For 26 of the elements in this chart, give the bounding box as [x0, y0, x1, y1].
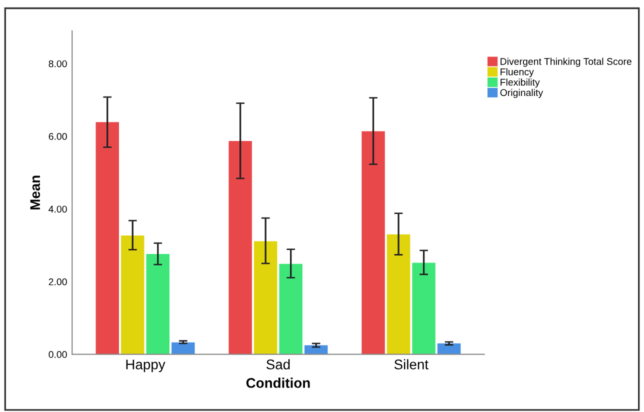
- x-tick-label: Silent: [394, 359, 428, 370]
- bar: [254, 241, 278, 354]
- x-axis-title: Condition: [246, 378, 310, 388]
- bar: [96, 122, 119, 354]
- bar: [121, 235, 144, 354]
- bar: [437, 343, 461, 354]
- bar: [146, 254, 170, 354]
- y-tick-label: 2.00: [48, 278, 67, 286]
- y-axis-title: Mean: [30, 176, 40, 210]
- legend-label: Divergent Thinking Total Score: [500, 58, 632, 67]
- y-tick-label: 6.00: [48, 133, 67, 140]
- bar: [304, 345, 328, 354]
- bar: [362, 131, 385, 354]
- y-tick-label: 4.00: [48, 206, 67, 213]
- legend-label: Originality: [500, 88, 544, 98]
- x-tick-label: Happy: [126, 360, 166, 372]
- x-tick-label: Sad: [266, 359, 290, 370]
- bar: [386, 234, 410, 354]
- bar: [412, 262, 436, 354]
- bar: [228, 141, 252, 354]
- bar: [172, 342, 195, 354]
- legend-label: Flexibility: [500, 78, 540, 88]
- y-tick-label: 8.00: [48, 60, 67, 68]
- y-tick-label: 0.00: [48, 351, 67, 358]
- bar: [279, 264, 302, 354]
- legend-label: Fluency: [500, 68, 534, 78]
